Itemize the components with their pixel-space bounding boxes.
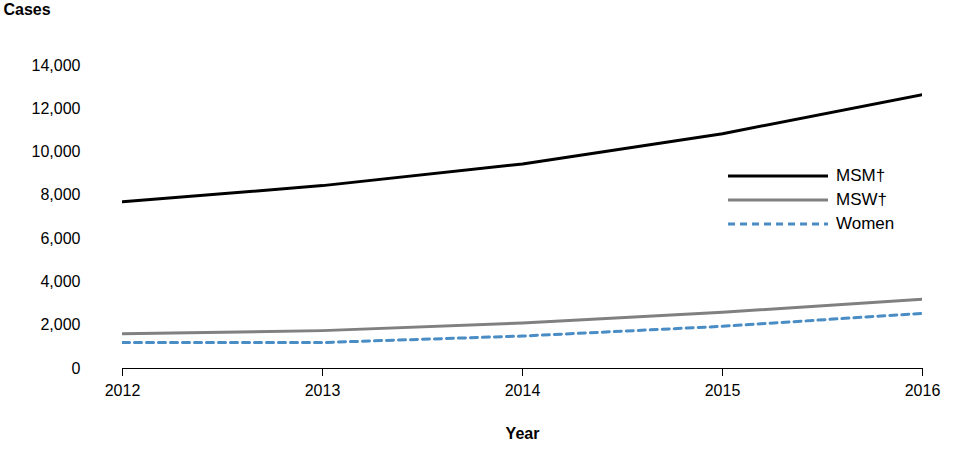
html-text:MSW†: MSW† <box>836 190 887 209</box>
svg-text:12,000: 12,000 <box>32 100 81 117</box>
svg-text:2014: 2014 <box>505 382 541 399</box>
svg-text:Cases: Cases <box>4 1 51 18</box>
svg-text:2015: 2015 <box>705 382 741 399</box>
svg-text:2012: 2012 <box>105 382 141 399</box>
svg-text:Year: Year <box>506 425 540 442</box>
svg-text:6,000: 6,000 <box>40 230 80 247</box>
svg-text:4,000: 4,000 <box>40 273 80 290</box>
svg-text:8,000: 8,000 <box>40 186 80 203</box>
svg-text:0: 0 <box>72 360 81 377</box>
svg-text:2013: 2013 <box>305 382 341 399</box>
svg-text:14,000: 14,000 <box>32 57 81 74</box>
svg-text:10,000: 10,000 <box>32 143 81 160</box>
svg-text:2016: 2016 <box>905 382 941 399</box>
html-text:MSM†: MSM† <box>836 166 886 185</box>
html-text:Women: Women <box>836 214 895 233</box>
svg-text:2,000: 2,000 <box>40 316 80 333</box>
